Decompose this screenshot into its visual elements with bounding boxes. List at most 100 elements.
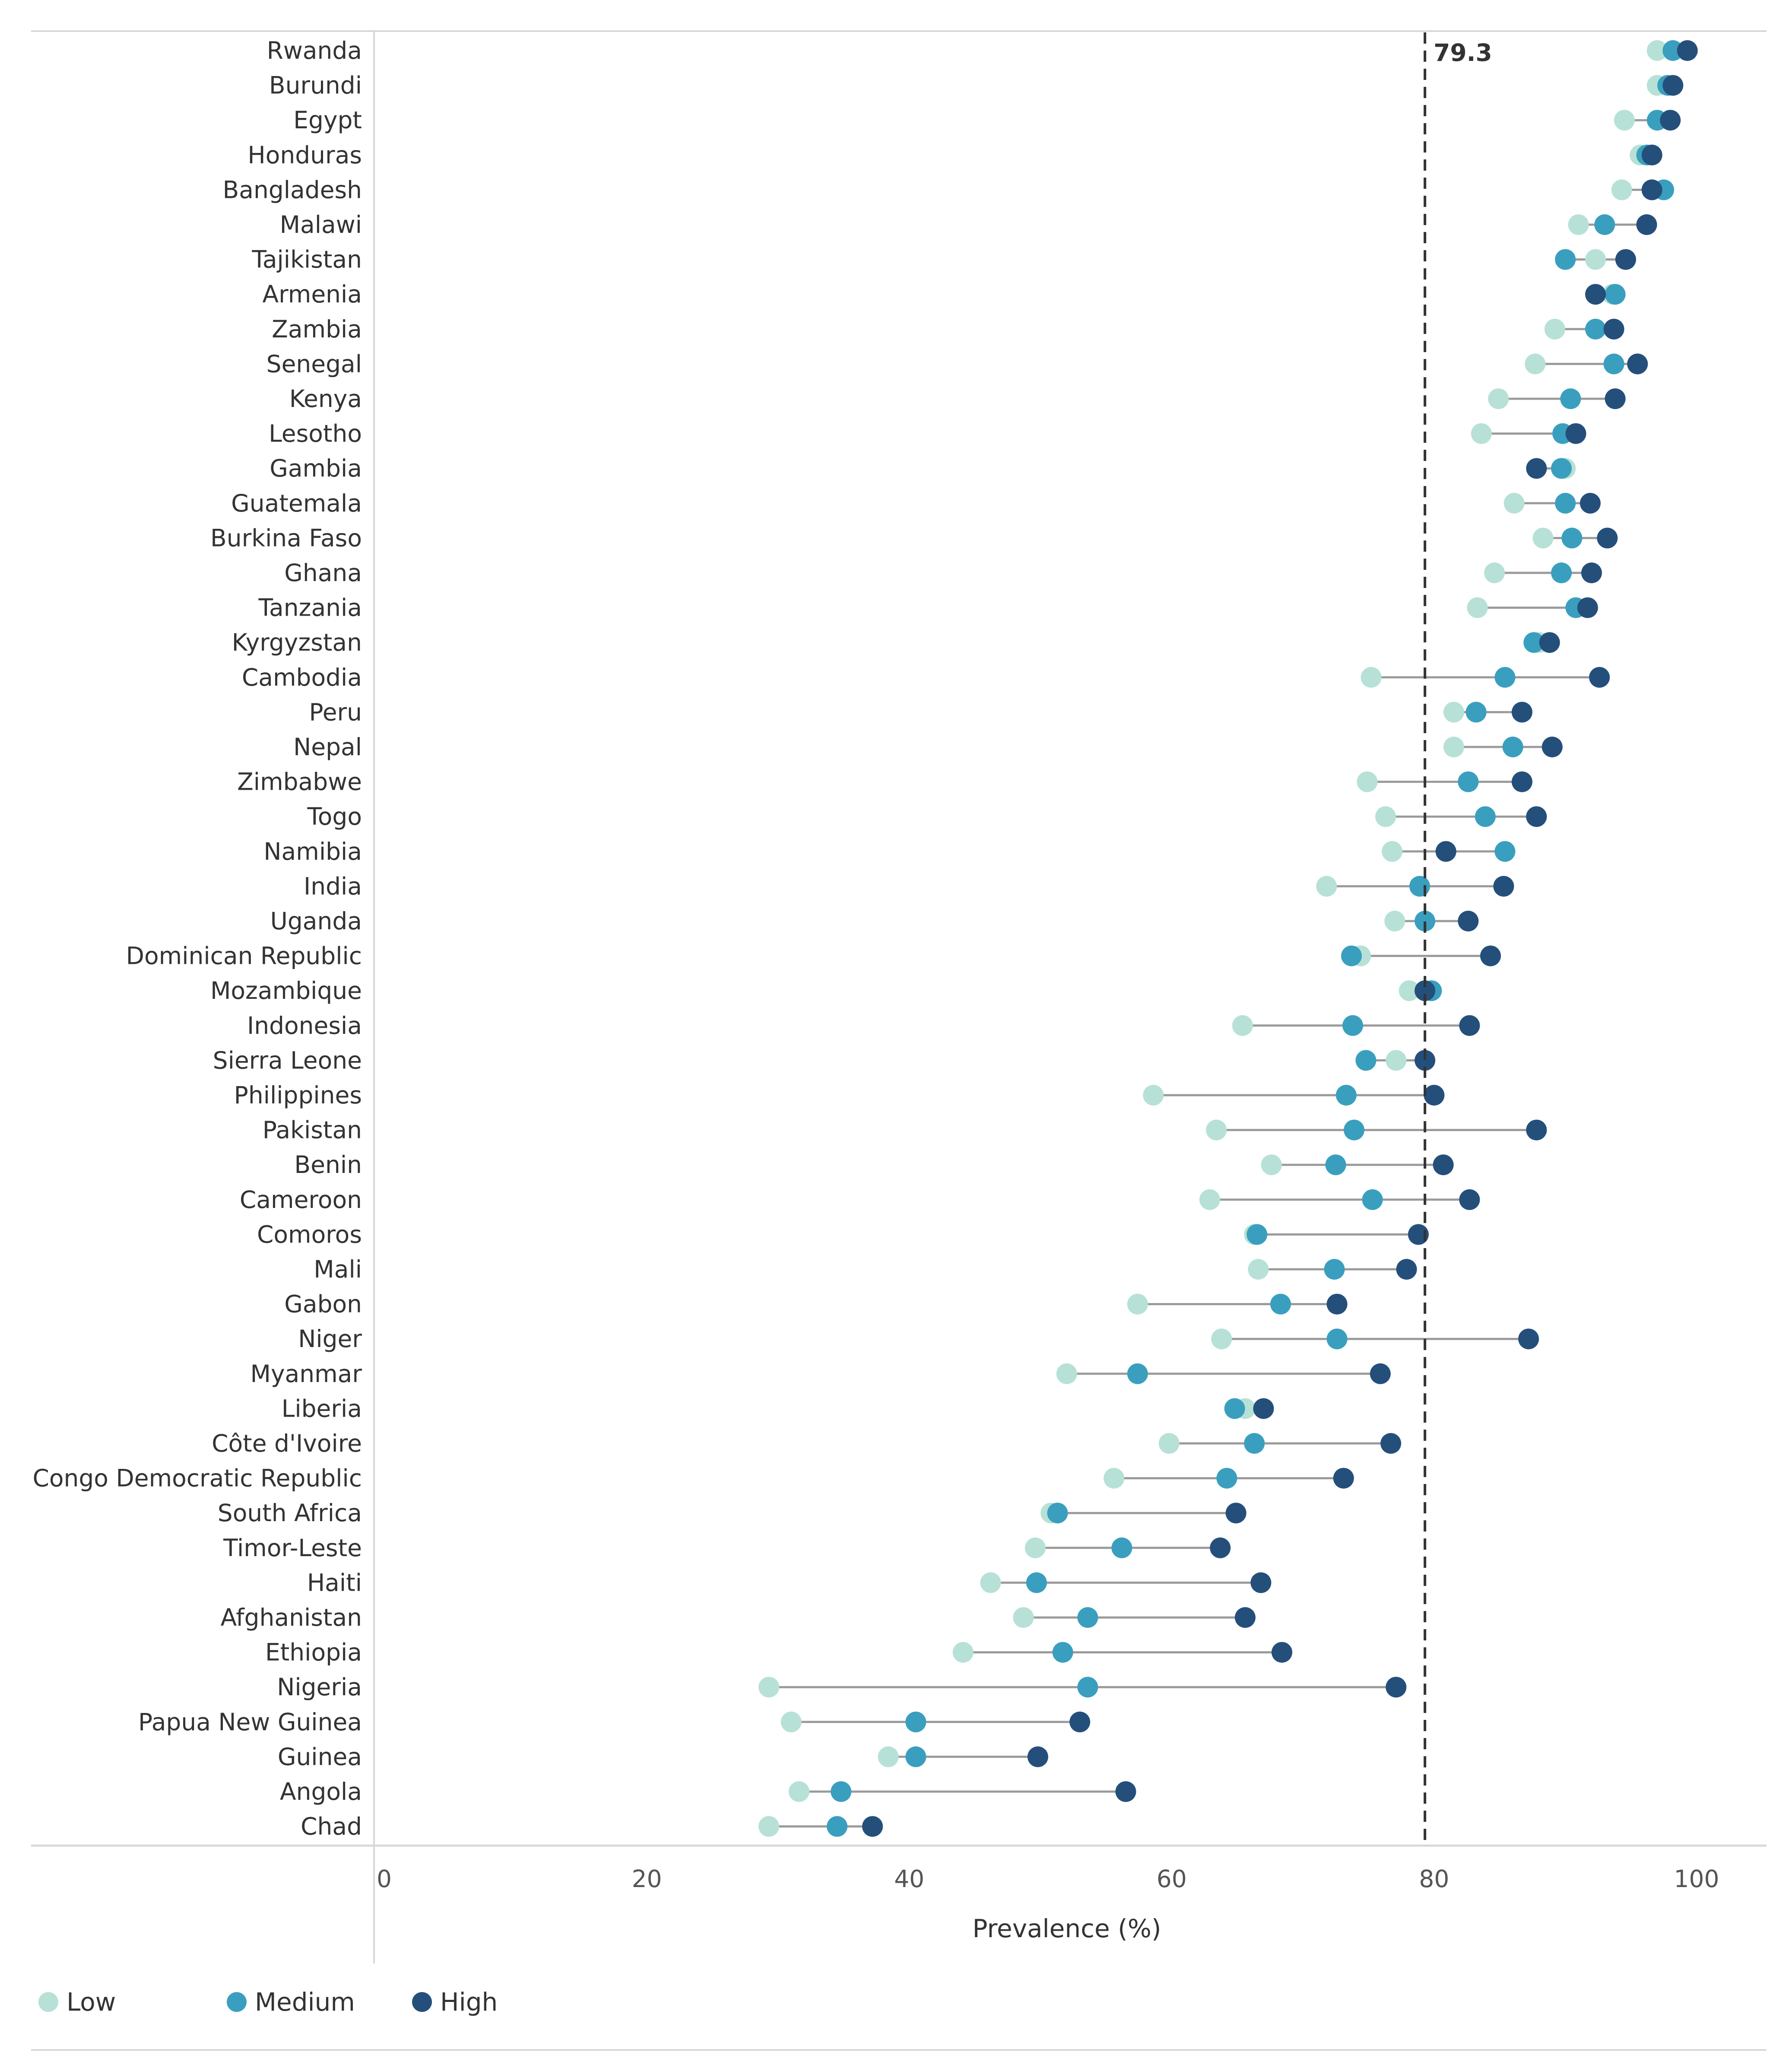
- high-point: [1396, 1259, 1417, 1280]
- high-point: [1459, 1189, 1480, 1210]
- country-label: Indonesia: [247, 1012, 362, 1039]
- country-row: Sierra Leone: [213, 1046, 1436, 1074]
- country-label: Namibia: [263, 838, 362, 865]
- medium-point: [1344, 1119, 1365, 1141]
- country-label: Cameroon: [240, 1186, 362, 1214]
- country-label: Comoros: [257, 1220, 362, 1248]
- x-tick-label: 60: [1157, 1865, 1187, 1893]
- high-point: [1253, 1398, 1274, 1419]
- high-point: [1677, 40, 1698, 61]
- country-label: Côte d'Ivoire: [212, 1430, 362, 1457]
- high-point: [1526, 1119, 1547, 1141]
- country-label: Ghana: [284, 559, 362, 587]
- country-label: Rwanda: [267, 37, 362, 64]
- high-point: [1326, 1293, 1348, 1315]
- high-point: [1597, 528, 1618, 549]
- medium-point: [1415, 911, 1436, 931]
- country-label: Benin: [294, 1151, 362, 1179]
- country-label: Guatemala: [231, 489, 362, 517]
- medium-point: [1335, 1085, 1357, 1106]
- high-point: [1589, 667, 1610, 688]
- low-point: [1585, 249, 1606, 270]
- medium-point: [1270, 1293, 1291, 1315]
- high-point: [1435, 841, 1456, 862]
- high-point: [1636, 214, 1657, 235]
- high-point: [1493, 876, 1514, 897]
- low-point: [1248, 1259, 1269, 1280]
- x-tick-label: 100: [1674, 1865, 1719, 1893]
- medium-point: [1077, 1607, 1098, 1628]
- chart-frame: [31, 30, 1767, 2051]
- country-row: Afghanistan: [221, 1604, 1256, 1631]
- low-point: [1261, 1154, 1282, 1176]
- country-label: Myanmar: [251, 1360, 362, 1388]
- low-point: [1525, 353, 1546, 375]
- country-row: Mozambique: [210, 977, 1442, 1004]
- medium-point: [1224, 1398, 1245, 1419]
- country-row: Nigeria: [277, 1673, 1407, 1701]
- medium-point: [1555, 249, 1576, 270]
- medium-point: [1127, 1363, 1148, 1384]
- country-row: Bangladesh: [223, 176, 1675, 203]
- country-row: Pakistan: [263, 1116, 1547, 1144]
- medium-point: [831, 1781, 852, 1802]
- country-label: Peru: [309, 698, 362, 726]
- country-label: Sierra Leone: [213, 1046, 362, 1074]
- medium-point: [905, 1711, 926, 1732]
- low-point: [1382, 841, 1403, 862]
- country-label: Burkina Faso: [210, 524, 362, 552]
- medium-point: [1585, 318, 1606, 340]
- high-point: [1511, 771, 1532, 792]
- medium-point: [1465, 702, 1487, 723]
- country-label: Gambia: [270, 454, 362, 482]
- country-row: Honduras: [247, 141, 1662, 169]
- legend-label-medium: Medium: [255, 1987, 355, 2017]
- country-row: Papua New Guinea: [138, 1708, 1091, 1736]
- country-label: Ethiopia: [265, 1639, 362, 1666]
- country-row: Myanmar: [251, 1360, 1391, 1388]
- country-row: Uganda: [270, 907, 1479, 935]
- medium-point: [1605, 284, 1626, 305]
- country-row: Cambodia: [242, 664, 1610, 691]
- medium-point: [1594, 214, 1615, 235]
- country-row: Senegal: [266, 350, 1648, 378]
- low-point: [1206, 1119, 1227, 1141]
- high-point: [1225, 1503, 1246, 1524]
- country-label: Mali: [314, 1255, 362, 1283]
- country-row: Ghana: [284, 559, 1602, 587]
- low-point: [952, 1642, 974, 1663]
- medium-point: [1326, 1328, 1348, 1350]
- country-label: Liberia: [282, 1395, 362, 1422]
- country-label: Cambodia: [242, 664, 362, 691]
- country-row: Côte d'Ivoire: [212, 1430, 1402, 1457]
- medium-point: [1662, 40, 1684, 61]
- country-row: Rwanda: [267, 37, 1698, 64]
- country-label: Dominican Republic: [126, 942, 362, 970]
- country-label: Senegal: [266, 350, 362, 378]
- country-row: Zambia: [272, 315, 1624, 343]
- country-row: Benin: [294, 1151, 1454, 1179]
- country-label: Niger: [298, 1325, 362, 1353]
- country-label: Papua New Guinea: [138, 1708, 362, 1736]
- country-label: Gabon: [284, 1290, 362, 1318]
- low-point: [780, 1711, 802, 1732]
- low-point: [1443, 702, 1464, 723]
- legend-swatch-low: [38, 1992, 58, 2012]
- high-point: [1069, 1711, 1091, 1732]
- high-point: [1615, 249, 1636, 270]
- country-row: Haiti: [307, 1569, 1272, 1596]
- medium-point: [1560, 388, 1581, 409]
- high-point: [1459, 1015, 1480, 1036]
- country-row: Niger: [298, 1325, 1539, 1353]
- x-axis-title: Prevalence (%): [972, 1914, 1161, 1943]
- country-row: Philippines: [234, 1081, 1445, 1109]
- country-row: South Africa: [218, 1499, 1246, 1527]
- low-point: [1488, 388, 1509, 409]
- medium-point: [1561, 528, 1583, 549]
- legend: Low Medium High: [38, 1987, 498, 2017]
- high-point: [1577, 597, 1598, 618]
- reference-line-group: 79.3: [1424, 32, 1492, 1844]
- high-point: [1380, 1433, 1402, 1454]
- low-point: [1127, 1293, 1148, 1315]
- country-label: Honduras: [247, 141, 362, 169]
